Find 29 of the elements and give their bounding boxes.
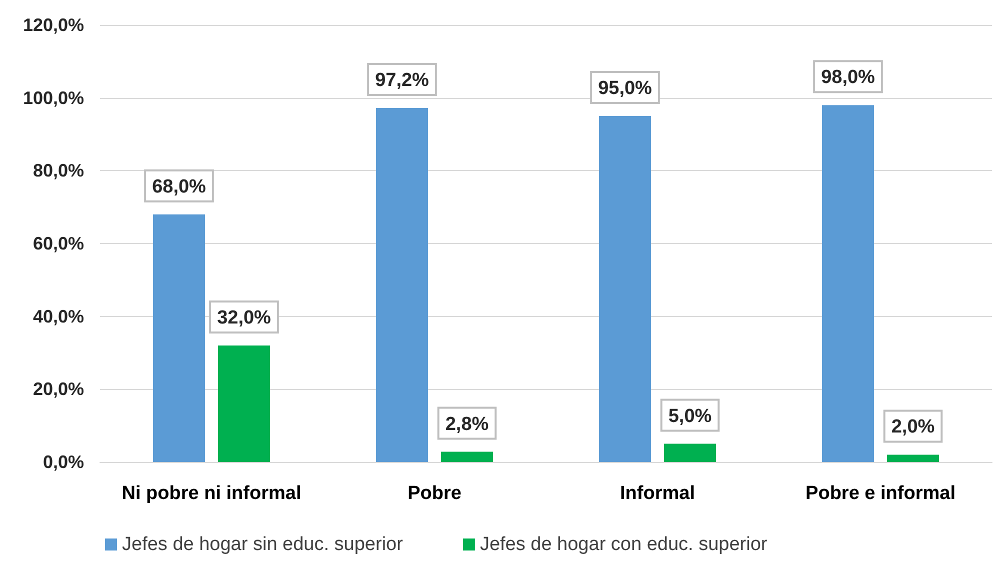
data-label: 32,0% (217, 307, 272, 328)
x-tick-label: Informal (620, 483, 695, 504)
bar (664, 444, 716, 462)
x-tick-label: Pobre (408, 483, 462, 504)
y-tick-label: 100,0% (22, 88, 84, 108)
data-label: 97,2% (375, 70, 430, 92)
bar (376, 108, 428, 462)
data-label: 2,0% (891, 416, 935, 438)
bar (218, 345, 270, 462)
y-tick-label: 80,0% (32, 160, 84, 181)
bar (441, 452, 493, 462)
data-label: 68,0% (152, 176, 206, 198)
y-tick-label: 40,0% (32, 306, 84, 326)
data-label: 2,8% (445, 414, 489, 435)
bar (599, 116, 651, 462)
bar (822, 105, 874, 462)
bar (153, 214, 205, 462)
y-tick-label: 60,0% (32, 234, 84, 254)
legend-label: Jefes de hogar sin educ. superior (122, 534, 404, 555)
y-tick-label: 20,0% (32, 379, 84, 400)
data-label: 95,0% (598, 78, 652, 100)
x-tick-label: Pobre e informal (806, 483, 956, 504)
data-label: 98,0% (821, 67, 876, 88)
y-tick-label: 120,0% (22, 15, 84, 35)
legend-label: Jefes de hogar con educ. superior (480, 534, 768, 555)
bar (887, 454, 939, 462)
x-tick-label: Ni pobre ni informal (122, 483, 302, 504)
y-tick-label: 0,0% (42, 452, 84, 472)
data-label: 5,0% (668, 406, 712, 427)
